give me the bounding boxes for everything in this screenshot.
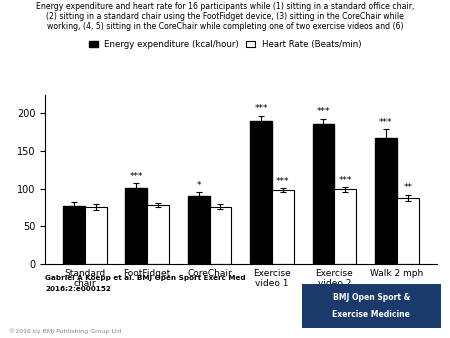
Text: Energy expenditure and heart rate for 16 participants while (1) sitting in a sta: Energy expenditure and heart rate for 16… (36, 2, 414, 11)
Text: ***: *** (276, 176, 290, 186)
Bar (188, 196, 210, 264)
Bar (250, 121, 272, 264)
Text: working, (4, 5) sitting in the CoreChair while completing one of two exercise vi: working, (4, 5) sitting in the CoreChair… (47, 22, 403, 31)
Text: ©2016 by BMJ Publishing Group Ltd: ©2016 by BMJ Publishing Group Ltd (9, 328, 122, 334)
Bar (85, 207, 107, 264)
Bar (63, 206, 85, 264)
Text: Exercise Medicine: Exercise Medicine (332, 310, 410, 319)
Text: *: * (196, 181, 201, 190)
Bar (334, 189, 356, 264)
Text: ***: *** (338, 176, 352, 185)
Text: Gabriel A Koepp et al. BMJ Open Sport Exerc Med: Gabriel A Koepp et al. BMJ Open Sport Ex… (45, 275, 246, 282)
Text: 2016;2:e000152: 2016;2:e000152 (45, 286, 111, 292)
Legend: Energy expenditure (kcal/hour), Heart Rate (Beats/min): Energy expenditure (kcal/hour), Heart Ra… (89, 40, 361, 49)
Bar (125, 188, 147, 264)
Text: ***: *** (130, 172, 143, 181)
Bar (397, 197, 418, 264)
Bar (210, 207, 231, 264)
Text: **: ** (403, 183, 412, 192)
Bar (313, 124, 334, 264)
FancyBboxPatch shape (302, 284, 441, 328)
Text: BMJ Open Sport &: BMJ Open Sport & (333, 293, 410, 303)
Bar (272, 190, 294, 264)
Text: (2) sitting in a standard chair using the FootFidget device, (3) sitting in the : (2) sitting in a standard chair using th… (46, 12, 404, 21)
Bar (147, 205, 169, 264)
Text: ***: *** (254, 104, 268, 114)
Text: ***: *** (379, 118, 393, 127)
Text: ***: *** (317, 107, 330, 116)
Bar (375, 138, 397, 264)
